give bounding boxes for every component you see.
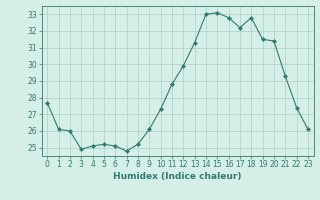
X-axis label: Humidex (Indice chaleur): Humidex (Indice chaleur) (113, 172, 242, 181)
